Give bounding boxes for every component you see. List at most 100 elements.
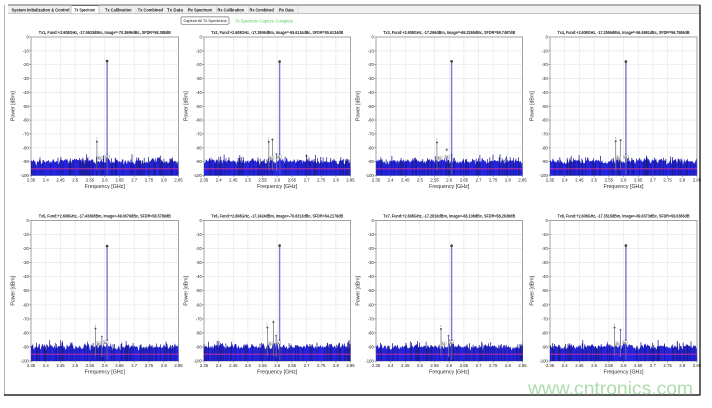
svg-text:2.75: 2.75 [145,363,154,368]
svg-text:2.6: 2.6 [446,363,453,368]
svg-text:2a: 2a [450,340,453,344]
svg-text:2a: 2a [623,340,626,344]
svg-text:2a: 2a [624,155,627,159]
svg-text:-40: -40 [196,274,203,279]
svg-text:0: 0 [545,35,548,40]
svg-text:-80: -80 [542,145,549,150]
svg-text:2.5: 2.5 [245,363,252,368]
svg-text:2.7: 2.7 [476,177,483,182]
svg-text:Power [dBm]: Power [dBm] [530,91,536,121]
svg-text:-80: -80 [23,330,30,335]
svg-text:0: 0 [199,35,202,40]
svg-text:Power [dBm]: Power [dBm] [11,91,17,121]
svg-text:2.8: 2.8 [679,177,686,182]
svg-text:Tx Spectrum Capture Complete: Tx Spectrum Capture Complete [235,18,294,23]
svg-text:2.65: 2.65 [460,363,469,368]
svg-text:2.8: 2.8 [679,363,686,368]
svg-text:Tx Calibration: Tx Calibration [105,7,132,12]
svg-text:-10: -10 [23,48,30,53]
svg-text:2.55: 2.55 [430,363,439,368]
svg-text:2.55: 2.55 [258,363,267,368]
svg-text:Frequency [GHz]: Frequency [GHz] [429,184,470,190]
svg-text:-70: -70 [23,131,30,136]
svg-text:Frequency [GHz]: Frequency [GHz] [85,370,126,376]
svg-text:-90: -90 [542,344,549,349]
svg-text:2.7: 2.7 [650,363,657,368]
svg-text:-60: -60 [542,302,549,307]
svg-text:-40: -40 [196,90,203,95]
svg-text:-20: -20 [196,62,203,67]
svg-text:-50: -50 [542,288,549,293]
svg-text:Power [dBm]: Power [dBm] [356,91,362,121]
svg-text:2.4: 2.4 [562,363,569,368]
svg-text:-60: -60 [23,302,30,307]
svg-text:2: 2 [266,323,268,327]
svg-text:2.6: 2.6 [102,363,109,368]
svg-text:2.85: 2.85 [693,177,702,182]
svg-text:2.55: 2.55 [86,177,95,182]
svg-text:2.7: 2.7 [131,177,138,182]
svg-text:2.55: 2.55 [86,363,95,368]
svg-text:2.35: 2.35 [372,363,381,368]
svg-text:2.45: 2.45 [56,363,65,368]
svg-text:1a: 1a [97,342,100,346]
svg-text:2: 2 [96,137,98,141]
svg-text:Frequency [GHz]: Frequency [GHz] [603,184,644,190]
svg-text:-30: -30 [23,260,30,265]
svg-text:2.75: 2.75 [489,363,498,368]
svg-text:2.85: 2.85 [174,363,183,368]
svg-text:-60: -60 [542,118,549,123]
svg-text:2.45: 2.45 [575,363,584,368]
svg-text:2.4: 2.4 [388,363,395,368]
svg-text:-10: -10 [196,232,203,237]
svg-text:-90: -90 [196,344,203,349]
svg-text:Rx Calibration: Rx Calibration [218,7,245,12]
svg-text:-50: -50 [196,104,203,109]
svg-text:1a: 1a [98,156,101,160]
svg-text:-70: -70 [542,131,549,136]
svg-text:-50: -50 [542,104,549,109]
svg-text:Power [dBm]: Power [dBm] [184,91,190,121]
svg-text:2.5: 2.5 [591,363,598,368]
svg-text:-100: -100 [20,173,29,178]
svg-text:0: 0 [371,35,374,40]
svg-text:2: 2 [436,138,438,142]
svg-text:2.65: 2.65 [288,363,297,368]
svg-text:2.8: 2.8 [161,363,168,368]
svg-text:Tx Spectrum: Tx Spectrum [74,7,95,12]
svg-text:2.4: 2.4 [388,177,395,182]
svg-text:Tx2, Fund:+2.608GHz, -17.2906d: Tx2, Fund:+2.608GHz, -17.2906dBm, Image=… [211,30,343,35]
svg-text:2.85: 2.85 [346,177,355,182]
svg-text:2.75: 2.75 [663,363,672,368]
svg-text:2.35: 2.35 [200,363,209,368]
svg-text:2.5: 2.5 [245,177,252,182]
svg-text:-20: -20 [23,246,30,251]
svg-text:2.65: 2.65 [634,177,643,182]
svg-text:-10: -10 [23,232,30,237]
svg-text:0: 0 [371,218,374,223]
svg-text:-90: -90 [23,344,30,349]
svg-text:-90: -90 [196,159,203,164]
svg-text:2.4: 2.4 [562,177,569,182]
svg-text:Tx4, Fund:+2.608GHz, -17.2556d: Tx4, Fund:+2.608GHz, -17.2556dBm, Image=… [558,30,690,35]
svg-text:-50: -50 [23,288,30,293]
svg-text:2a: 2a [445,155,448,159]
svg-text:-10: -10 [368,232,375,237]
svg-text:2.8: 2.8 [505,177,512,182]
svg-text:-50: -50 [196,288,203,293]
svg-text:Frequency [GHz]: Frequency [GHz] [603,370,644,376]
svg-text:Rx Data: Rx Data [279,7,294,12]
svg-text:2a: 2a [276,340,279,344]
svg-text:www.cntronics.com: www.cntronics.com [527,378,693,399]
svg-text:Tx1, Fund:+2.608GHz, -17.5933d: Tx1, Fund:+2.608GHz, -17.5933dBm, Image=… [39,30,171,35]
svg-text:2.75: 2.75 [317,177,326,182]
svg-text:2: 2 [440,324,442,328]
svg-text:2.45: 2.45 [401,363,410,368]
svg-text:2.8: 2.8 [161,177,168,182]
svg-text:-50: -50 [368,288,375,293]
svg-text:2.55: 2.55 [430,177,439,182]
svg-text:-80: -80 [368,145,375,150]
svg-text:Power [dBm]: Power [dBm] [530,275,536,305]
svg-text:-60: -60 [196,302,203,307]
svg-text:Capture All Tx Spectrums: Capture All Tx Spectrums [184,18,227,23]
